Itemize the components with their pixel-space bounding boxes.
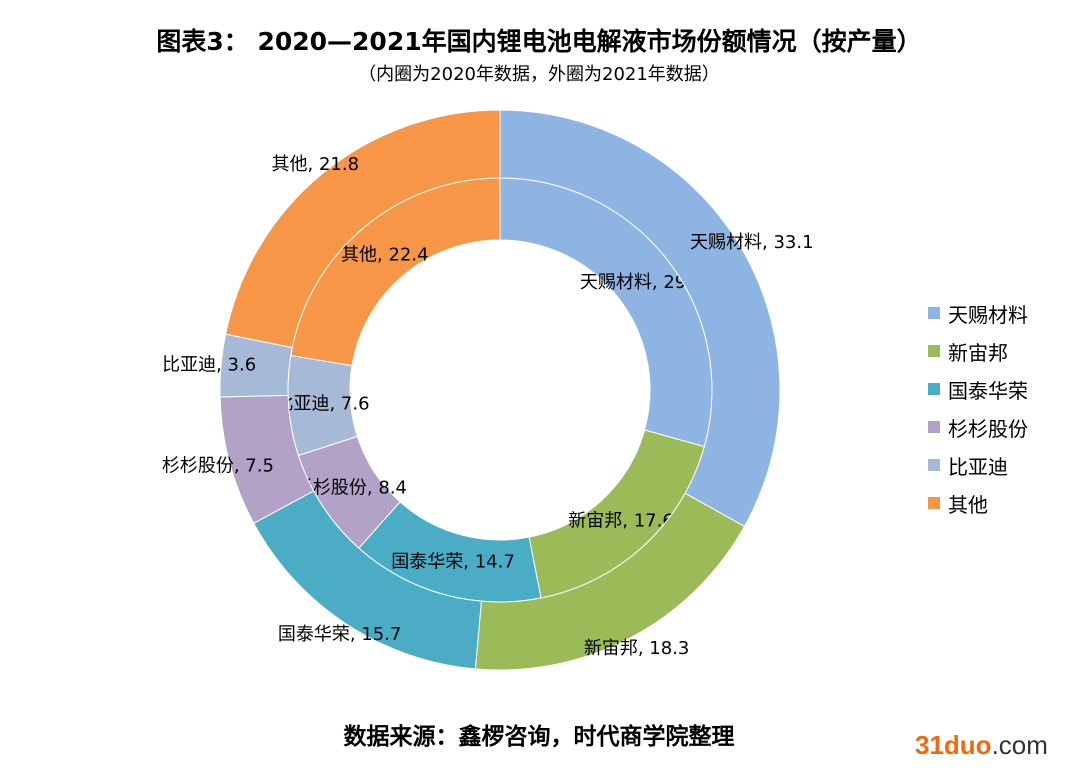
legend-swatch <box>928 383 940 395</box>
data-label-outer-0: 天赐材料, 33.1 <box>690 232 814 253</box>
slice-outer-0 <box>499 109 781 528</box>
data-label-inner-4: 比亚迪, 7.6 <box>275 393 369 414</box>
legend-item: 杉杉股份 <box>928 408 1028 446</box>
source-note: 数据来源：鑫椤咨询，时代商学院整理 <box>343 724 735 750</box>
slice-outer-5 <box>225 109 501 349</box>
legend-label: 国泰华荣 <box>948 378 1028 403</box>
legend-swatch <box>928 307 940 319</box>
data-label-inner-0: 天赐材料, 29.3 <box>580 272 704 293</box>
watermark-logo: 31duo.com <box>915 730 1048 761</box>
data-label-inner-3: 杉杉股份, 8.4 <box>295 477 407 498</box>
legend-swatch <box>928 421 940 433</box>
legend-swatch <box>928 497 940 509</box>
legend-label: 其他 <box>948 492 988 517</box>
legend-label: 新宙邦 <box>948 340 1008 365</box>
legend-item: 比亚迪 <box>928 446 1028 484</box>
data-label-inner-1: 新宙邦, 17.6 <box>568 511 674 532</box>
chart-title: 图表3： 2020—2021年国内锂电池电解液市场份额情况（按产量） <box>156 27 922 56</box>
watermark-part2: .com <box>991 730 1048 760</box>
legend-item: 国泰华荣 <box>928 370 1028 408</box>
legend: 天赐材料新宙邦国泰华荣杉杉股份比亚迪其他 <box>928 294 1028 522</box>
data-label-inner-5: 其他, 22.4 <box>341 244 429 265</box>
legend-label: 天赐材料 <box>948 302 1028 327</box>
data-label-outer-2: 国泰华荣, 15.7 <box>278 624 402 645</box>
legend-swatch <box>928 345 940 357</box>
legend-item: 其他 <box>928 484 1028 522</box>
chart-subtitle: （内圈为2020年数据，外圈为2021年数据） <box>358 64 720 85</box>
legend-item: 天赐材料 <box>928 294 1028 332</box>
data-label-inner-2: 国泰华荣, 14.7 <box>391 552 515 573</box>
data-label-outer-3: 杉杉股份, 7.5 <box>162 455 274 476</box>
data-label-outer-4: 比亚迪, 3.6 <box>162 354 256 375</box>
legend-label: 杉杉股份 <box>948 416 1028 441</box>
data-label-outer-1: 新宙邦, 18.3 <box>584 638 690 659</box>
data-label-outer-5: 其他, 21.8 <box>272 154 360 175</box>
legend-swatch <box>928 459 940 471</box>
legend-item: 新宙邦 <box>928 332 1028 370</box>
watermark-part1: 31duo <box>915 730 992 760</box>
legend-label: 比亚迪 <box>948 454 1008 479</box>
